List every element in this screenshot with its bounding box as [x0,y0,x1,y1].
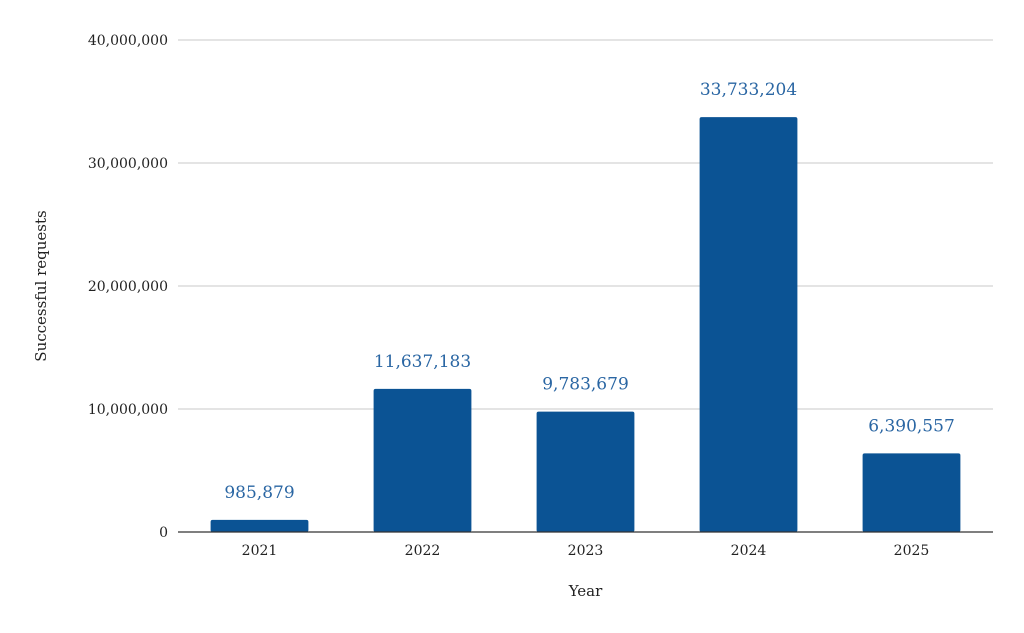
data-labels: 985,879 11,637,183 9,783,679 33,733,204 6,39… [224,80,954,503]
data-label: 11,637,183 [374,352,471,372]
data-label: 985,879 [224,483,294,503]
data-label: 6,390,557 [868,416,955,436]
gridlines [178,39,993,410]
x-tick-label: 2021 [242,543,278,559]
y-axis-title: Successful requests [32,210,50,361]
data-label: 9,783,679 [542,375,629,395]
bar [210,519,309,532]
y-tick-label: 40,000,000 [88,33,168,49]
bar [536,411,635,532]
x-axis-ticks: 2021 2022 2023 2024 2025 [242,543,930,559]
y-tick-label: 10,000,000 [88,402,168,418]
bar [862,453,961,532]
bar [373,388,472,532]
y-tick-label: 30,000,000 [88,156,168,172]
x-tick-label: 2022 [405,543,441,559]
y-axis-ticks: 0 10,000,000 20,000,000 30,000,000 40,000,00… [88,33,168,541]
x-tick-label: 2024 [731,543,767,559]
bars [210,117,961,532]
data-label: 33,733,204 [700,80,797,100]
x-axis-title: Year [568,582,603,600]
bar [699,117,798,532]
y-tick-label: 0 [159,525,168,541]
x-tick-label: 2023 [568,543,604,559]
y-tick-label: 20,000,000 [88,279,168,295]
x-tick-label: 2025 [894,543,930,559]
